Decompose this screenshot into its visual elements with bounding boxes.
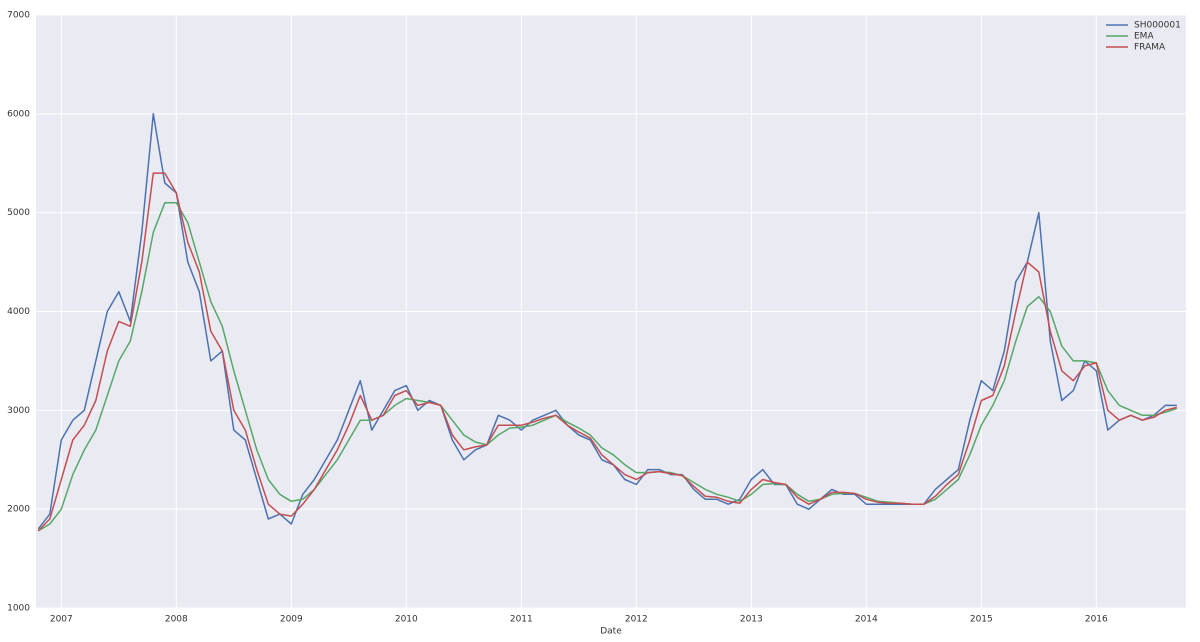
y-tick-label: 5000	[7, 208, 30, 218]
y-tick-label: 2000	[7, 505, 30, 515]
x-tick-label: 2013	[740, 615, 763, 625]
y-tick-label: 1000	[7, 604, 30, 614]
x-tick-label: 2009	[280, 615, 303, 625]
x-tick-label: 2015	[970, 615, 993, 625]
x-axis-label: Date	[600, 627, 622, 637]
legend-label: SH000001	[1134, 21, 1181, 31]
x-tick-label: 2016	[1085, 615, 1108, 625]
series-line	[37, 172, 1177, 532]
y-tick-label: 4000	[7, 307, 30, 317]
series-line	[37, 202, 1178, 532]
y-tick-label: 3000	[7, 406, 30, 416]
x-tick-label: 2014	[855, 615, 878, 625]
x-tick-label: 2010	[395, 615, 418, 625]
y-tick-label: 7000	[7, 11, 30, 21]
y-tick-label: 6000	[7, 109, 30, 119]
legend-label: FRAMA	[1134, 43, 1166, 53]
legend-label: EMA	[1134, 32, 1154, 42]
x-tick-label: 2008	[165, 615, 188, 625]
x-tick-label: 2011	[510, 615, 533, 625]
x-tick-label: 2007	[50, 615, 73, 625]
x-tick-label: 2012	[625, 615, 648, 625]
series-line	[37, 113, 1177, 530]
